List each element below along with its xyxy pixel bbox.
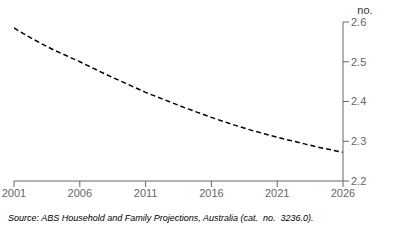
svg-text:2001: 2001 [8, 187, 26, 199]
svg-text:2.4: 2.4 [351, 95, 366, 107]
svg-text:2006: 2006 [68, 187, 92, 199]
svg-text:no.: no. [357, 4, 372, 16]
svg-text:2.5: 2.5 [351, 56, 366, 68]
html-text:Source: ABS Household and Fami: Source: ABS Household and Family Project… [8, 213, 314, 223]
svg-text:2.6: 2.6 [351, 16, 366, 28]
svg-text:2.3: 2.3 [351, 135, 366, 147]
svg-text:2.2: 2.2 [351, 175, 366, 187]
svg-text:2021: 2021 [265, 187, 289, 199]
svg-text:2016: 2016 [199, 187, 223, 199]
svg-text:2026: 2026 [331, 187, 355, 199]
svg-text:2011: 2011 [134, 187, 158, 199]
